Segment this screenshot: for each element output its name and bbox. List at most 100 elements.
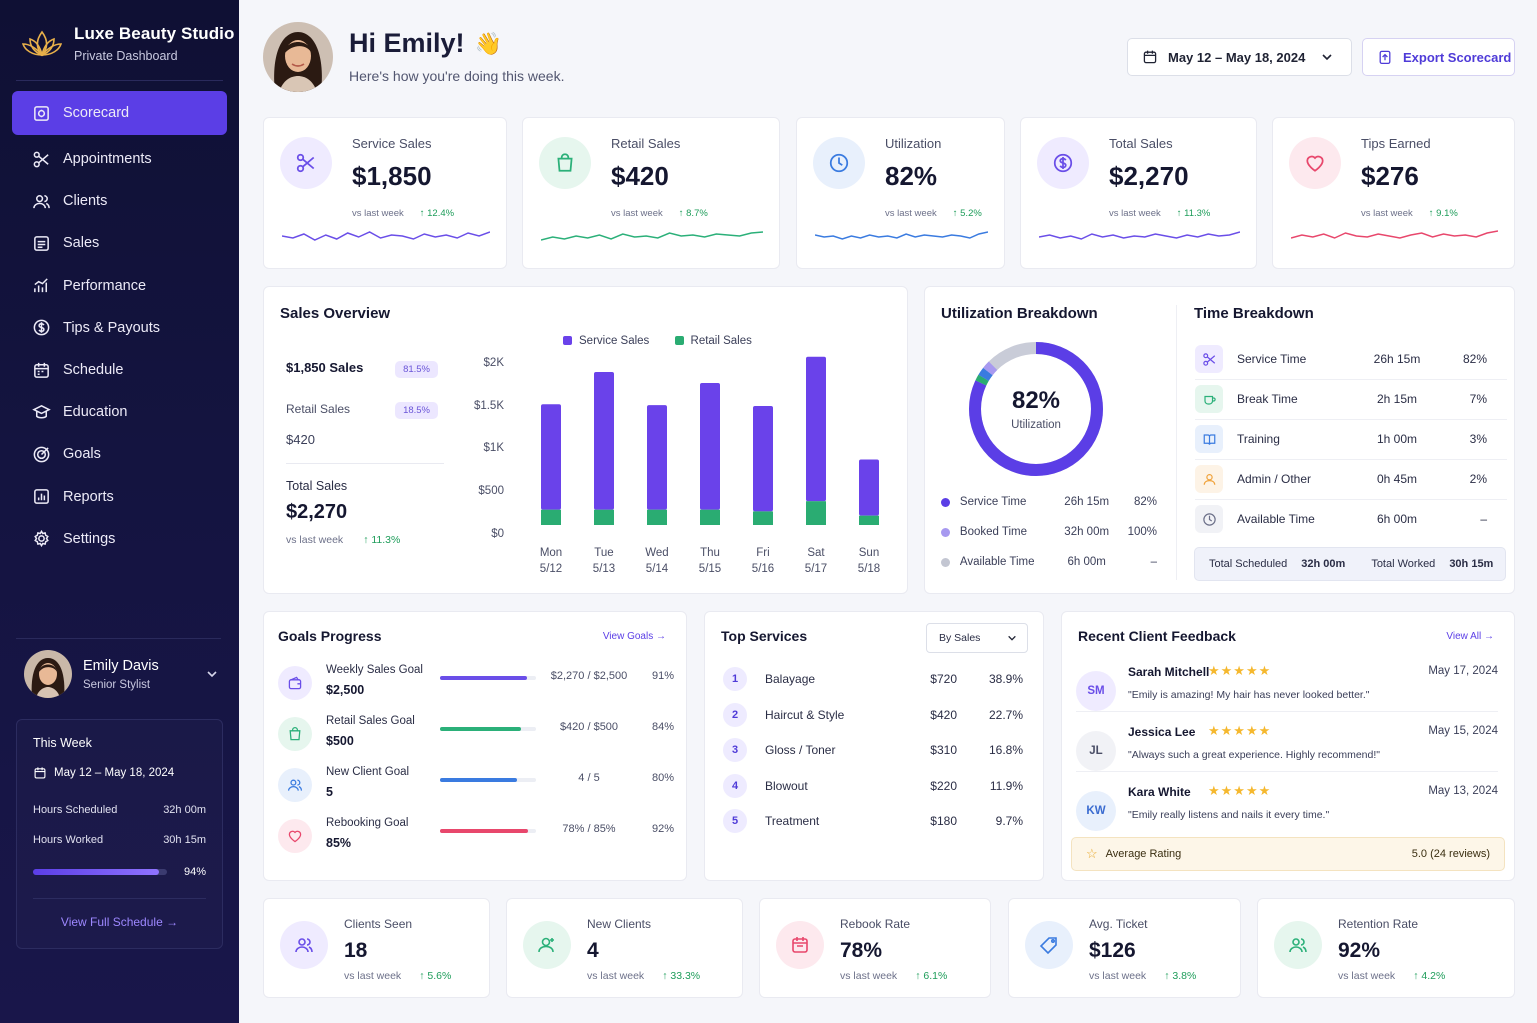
rank-badge: 5	[723, 809, 747, 833]
feedback-item[interactable]: KW Kara White ★★★★★ May 13, 2024 "Emily real…	[1076, 783, 1498, 841]
week-title: This Week	[33, 736, 92, 750]
bar-retail-5[interactable]	[806, 501, 826, 525]
chevron-down-icon	[1008, 635, 1016, 641]
x-tick-date: 5/13	[592, 563, 616, 575]
goal-row[interactable]: Retail Sales Goal $500 $420 / $500 84%	[278, 715, 674, 755]
link-label: View All	[1446, 631, 1482, 642]
calendar-icon	[1143, 50, 1157, 64]
page-title: Hi Emily! 👋	[349, 28, 502, 59]
sidebar-item-label: Tips & Payouts	[63, 319, 160, 336]
tag-icon	[1039, 937, 1057, 955]
bar-retail-1[interactable]	[594, 509, 614, 525]
calendar-icon	[34, 767, 46, 779]
stat-icon-badge	[1274, 921, 1322, 969]
bar-service-1[interactable]	[594, 372, 614, 510]
sidebar-item-sales[interactable]: Sales	[12, 222, 227, 264]
kpi-label: Retail Sales	[611, 136, 681, 151]
goal-row[interactable]: Rebooking Goal 85% 78% / 85% 92%	[278, 817, 674, 857]
service-row[interactable]: 5 Treatment $180 9.7%	[723, 808, 1023, 834]
bar-service-4[interactable]	[753, 406, 773, 512]
sidebar-item-clients[interactable]: Clients	[12, 180, 227, 222]
section-title: Goals Progress	[278, 628, 382, 644]
goal-progress-bar	[440, 727, 536, 731]
view-goals-link[interactable]: View Goals →	[603, 631, 666, 642]
goal-pct: 84%	[651, 721, 674, 733]
divider	[1176, 305, 1177, 580]
compare-label: vs last week	[1361, 208, 1413, 219]
bar-retail-3[interactable]	[700, 509, 720, 525]
stat-card[interactable]: Rebook Rate 78% vs last week ↑ 6.1%	[759, 898, 991, 998]
utilization-label: Utilization	[1011, 419, 1061, 431]
kpi-icon-badge	[813, 137, 865, 189]
bar-service-6[interactable]	[859, 459, 879, 516]
service-row[interactable]: 3 Gloss / Toner $310 16.8%	[723, 737, 1023, 763]
graduation-cap-icon	[32, 404, 51, 419]
page-subtitle: Here's how you're doing this week.	[349, 68, 565, 84]
sidebar-item-schedule[interactable]: Schedule	[12, 349, 227, 391]
x-tick-day: Sun	[858, 547, 880, 559]
bar-retail-4[interactable]	[753, 511, 773, 525]
sidebar-item-education[interactable]: Education	[12, 391, 227, 433]
sidebar-item-scorecard[interactable]: Scorecard	[12, 91, 227, 135]
service-pct-badge: 81.5%	[395, 361, 438, 378]
brand[interactable]: Luxe Beauty Studio Private Dashboard	[22, 24, 235, 63]
feedback-item[interactable]: JL Jessica Lee ★★★★★ May 15, 2024 "Always su…	[1076, 723, 1498, 781]
row-pct: 82%	[1133, 496, 1157, 508]
kpi-value: $2,270	[1109, 161, 1189, 191]
export-scorecard-button[interactable]: Export Scorecard	[1362, 38, 1515, 76]
y-tick: $1K	[483, 442, 504, 454]
bar-retail-2[interactable]	[647, 509, 667, 525]
date-range-picker[interactable]: May 12 – May 18, 2024	[1127, 38, 1352, 76]
stat-card[interactable]: Clients Seen 18 vs last week ↑ 5.6%	[263, 898, 490, 998]
feedback-item[interactable]: SM Sarah Mitchell ★★★★★ May 17, 2024 "Emily …	[1076, 663, 1498, 721]
time-row-hours: 6h 00m	[1376, 512, 1418, 526]
bar-service-3[interactable]	[700, 383, 720, 510]
stat-value: 92%	[1338, 939, 1381, 962]
goal-row[interactable]: Weekly Sales Goal $2,500 $2,270 / $2,500 91…	[278, 664, 674, 704]
service-row[interactable]: 1 Balayage $720 38.9%	[723, 666, 1023, 692]
stat-card[interactable]: Retention Rate 92% vs last week ↑ 4.2%	[1257, 898, 1515, 998]
sidebar-item-goals[interactable]: Goals	[12, 433, 227, 475]
bar-service-5[interactable]	[806, 356, 826, 502]
kpi-card[interactable]: Service Sales $1,850 vs last week ↑ 12.4%	[263, 117, 507, 269]
sidebar-item-appointments[interactable]: Appointments	[12, 138, 227, 180]
sidebar-item-performance[interactable]: Performance	[12, 265, 227, 307]
row-hours: 6h 00m	[1067, 556, 1106, 568]
section-title: Top Services	[721, 628, 808, 644]
stat-card[interactable]: Avg. Ticket $126 vs last week ↑ 3.8%	[1008, 898, 1241, 998]
service-row[interactable]: 2 Haircut & Style $420 22.7%	[723, 702, 1023, 728]
bar-retail-6[interactable]	[859, 515, 879, 525]
stat-card[interactable]: New Clients 4 vs last week ↑ 33.3%	[506, 898, 743, 998]
kpi-card[interactable]: Utilization 82% vs last week ↑ 5.2%	[796, 117, 1005, 269]
link-label: View Goals	[602, 631, 654, 642]
row-hours: 26h 15m	[1064, 496, 1110, 508]
retail-sales-label: Retail Sales	[286, 402, 351, 416]
compare-label: vs last week	[611, 208, 663, 219]
kpi-card[interactable]: Tips Earned $276 vs last week ↑ 9.1%	[1272, 117, 1515, 269]
stat-value: 4	[587, 939, 599, 962]
kpi-card[interactable]: Retail Sales $420 vs last week ↑ 8.7%	[522, 117, 780, 269]
view-full-schedule-link[interactable]: View Full Schedule →	[17, 915, 222, 929]
goal-amount: $2,270 / $2,500	[550, 670, 628, 682]
bar-service-2[interactable]	[647, 405, 667, 510]
sales-bar-chart	[541, 356, 879, 525]
sidebar-item-settings[interactable]: Settings	[12, 518, 227, 560]
row-pct: 100%	[1127, 526, 1157, 538]
bar-retail-0[interactable]	[541, 509, 561, 525]
sidebar-item-reports[interactable]: Reports	[12, 476, 227, 518]
sort-select[interactable]: By Sales	[926, 623, 1028, 653]
kpi-compare: vs last week ↑ 9.1%	[1361, 208, 1458, 219]
divider	[1195, 459, 1507, 460]
goal-row[interactable]: New Client Goal 5 4 / 5 80%	[278, 766, 674, 806]
sidebar-item-tips[interactable]: Tips & Payouts	[12, 307, 227, 349]
change-up: ↑ 11.3%	[1176, 208, 1211, 219]
chevron-down-icon[interactable]	[206, 668, 218, 680]
service-pct: 11.9%	[989, 778, 1023, 793]
service-row[interactable]: 4 Blowout $220 11.9%	[723, 773, 1023, 799]
view-all-feedback-link[interactable]: View All →	[1446, 631, 1494, 642]
bar-service-0[interactable]	[541, 404, 561, 510]
sidebar: Luxe Beauty Studio Private Dashboard Sco…	[0, 0, 239, 1023]
y-tick: $2K	[483, 357, 504, 369]
kpi-card[interactable]: Total Sales $2,270 vs last week ↑ 11.3%	[1020, 117, 1257, 269]
profile-menu[interactable]: Emily Davis Senior Stylist	[24, 650, 222, 698]
